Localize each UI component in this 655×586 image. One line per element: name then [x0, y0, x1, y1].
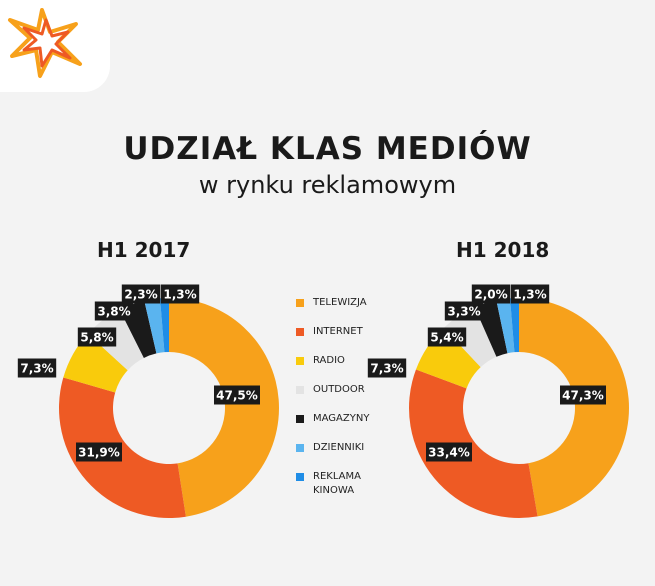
- data-label-telewizja: 47,5%: [214, 385, 260, 405]
- slice-dzienniki: [496, 298, 515, 354]
- data-label-outdoor: 5,8%: [77, 327, 117, 347]
- data-label-text: 33,4%: [428, 446, 470, 460]
- data-label-magazyny: 3,3%: [444, 301, 484, 321]
- data-label-telewizja: 47,3%: [560, 385, 606, 405]
- legend-item-telewizja: TELEWIZJA: [296, 296, 373, 310]
- slice-telewizja: [169, 298, 279, 517]
- chart-title-2018: H1 2018: [456, 238, 550, 262]
- data-label-text: 5,8%: [80, 331, 113, 345]
- data-label-text: 31,9%: [78, 446, 120, 460]
- legend-swatch: [296, 357, 304, 365]
- legend-label: TELEWIZJA: [313, 297, 367, 308]
- data-label-text: 2,3%: [124, 288, 157, 302]
- data-label-internet: 31,9%: [76, 442, 122, 462]
- donut-chart-2018: 47,3% 33,4% 7,3% 5,4% 3,3% 2,0% 1,3%: [367, 284, 629, 518]
- data-label-box: [367, 358, 407, 378]
- slice-internet: [59, 377, 186, 518]
- legend-item-internet: INTERNET: [296, 325, 373, 339]
- data-label-box: [560, 385, 606, 405]
- data-label-box: [510, 284, 550, 304]
- data-label-text: 1,3%: [163, 288, 196, 302]
- data-label-box: [427, 327, 467, 347]
- logo-star-icon: [8, 8, 82, 78]
- data-label-box: [471, 284, 511, 304]
- slice-reklama-kinowa: [160, 298, 169, 353]
- data-label-box: [214, 385, 260, 405]
- data-label-radio: 7,3%: [17, 358, 57, 378]
- slice-outdoor: [443, 307, 497, 368]
- data-label-box: [94, 301, 134, 321]
- legend-item-dzienniki: DZIENNIKI: [296, 441, 373, 455]
- data-label-box: [121, 284, 161, 304]
- data-label-box: [77, 327, 117, 347]
- data-label-magazyny: 3,8%: [94, 301, 134, 321]
- legend-label: DZIENNIKI: [313, 442, 365, 453]
- legend-item-outdoor: OUTDOOR: [296, 383, 373, 397]
- data-label-dzienniki: 2,3%: [121, 284, 161, 304]
- data-label-text: 47,5%: [216, 389, 258, 403]
- legend-label: REKLAMA KINOWA: [313, 471, 361, 496]
- data-label-text: 47,3%: [562, 389, 604, 403]
- legend-item-radio: RADIO: [296, 354, 373, 368]
- data-label-box: [17, 358, 57, 378]
- data-label-reklama-kinowa: 1,3%: [160, 284, 200, 304]
- donut-chart-2017: 47,5% 31,9% 7,3% 5,8% 3,8% 2,3% 1,3%: [17, 284, 279, 518]
- data-label-text: 3,8%: [97, 305, 130, 319]
- legend-swatch: [296, 299, 304, 307]
- data-label-dzienniki: 2,0%: [471, 284, 511, 304]
- data-label-text: 7,3%: [370, 362, 403, 376]
- data-label-box: [426, 442, 472, 462]
- logo-corner: [0, 0, 110, 92]
- legend-label: RADIO: [313, 355, 345, 366]
- slice-telewizja: [519, 298, 629, 517]
- legend-label: INTERNET: [313, 326, 363, 337]
- legend-swatch: [296, 473, 304, 481]
- data-label-outdoor: 5,4%: [427, 327, 467, 347]
- legend-label: OUTDOOR: [313, 384, 365, 395]
- data-label-text: 5,4%: [430, 331, 463, 345]
- legend-label: MAGAZYNY: [313, 413, 370, 424]
- data-label-box: [444, 301, 484, 321]
- slice-radio: [63, 333, 128, 393]
- slice-reklama-kinowa: [510, 298, 519, 353]
- legend-item-reklama-kinowa: REKLAMA KINOWA: [296, 470, 373, 498]
- slice-internet: [409, 369, 538, 518]
- data-label-reklama-kinowa: 1,3%: [510, 284, 550, 304]
- legend-swatch: [296, 444, 304, 452]
- data-label-text: 3,3%: [447, 305, 480, 319]
- data-label-text: 1,3%: [513, 288, 546, 302]
- page-title: UDZIAŁ KLAS MEDIÓW: [123, 131, 532, 167]
- data-label-box: [160, 284, 200, 304]
- legend-item-magazyny: MAGAZYNY: [296, 412, 373, 426]
- chart-title-2017: H1 2017: [97, 238, 191, 262]
- legend-swatch: [296, 328, 304, 336]
- page-subtitle: w rynku reklamowym: [198, 171, 457, 199]
- slice-dzienniki: [144, 298, 165, 354]
- data-label-radio: 7,3%: [367, 358, 407, 378]
- legend-swatch: [296, 386, 304, 394]
- data-label-internet: 33,4%: [426, 442, 472, 462]
- data-label-text: 2,0%: [474, 288, 507, 302]
- data-label-text: 7,3%: [20, 362, 53, 376]
- legend-swatch: [296, 415, 304, 423]
- data-label-box: [76, 442, 122, 462]
